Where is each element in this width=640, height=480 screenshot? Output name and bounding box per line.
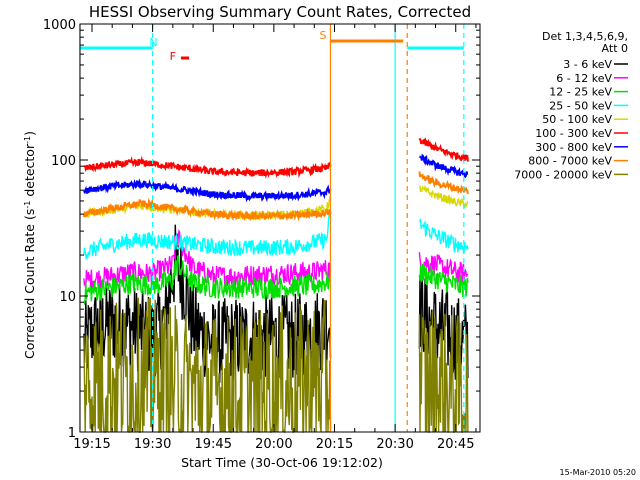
axes: 1 10 100 1000 19:15 19:30 19:45 20:00 20:15 20:30… [43,18,481,452]
series-300-800-segment-2 [419,153,469,179]
x-tick-label-2015: 20:15 [316,437,353,452]
x-tick-label-2045: 20:45 [437,437,474,452]
plot-frame [79,23,481,433]
flag-s-label: S [319,29,326,42]
series-800-7000-segment-2 [418,171,469,195]
series-300-800-segment-1 [83,178,332,203]
legend-label-4: 25 - 50 keV [549,99,612,112]
flag-f-label: F [170,50,176,63]
x-tick-label-1915: 19:15 [73,437,110,452]
y-tick-label-1000: 1000 [43,18,76,33]
series-12-25-segment-2 [418,263,469,298]
legend-label-5: 50 - 100 keV [542,113,612,126]
y-tick-label-1: 1 [68,426,76,441]
series-25-50-segment-2 [418,218,469,254]
y-axis-label-mid: detector [22,143,37,201]
x-tick-label-1930: 19:30 [134,437,171,452]
y-tick-label-10: 10 [59,290,76,305]
legend-label-1: 3 - 6 keV [563,58,612,71]
series-100-300-segment-1 [83,155,332,179]
legend-label-6: 100 - 300 keV [535,127,612,140]
series-25-50-segment-1 [83,212,332,260]
series-7000-20000-segment-2 [418,311,469,433]
date-stamp: 15-Mar-2010 05:20 [560,468,637,477]
x-axis-label: Start Time (30-Oct-06 19:12:02) [181,455,383,470]
chart-title: HESSI Observing Summary Count Rates, Cor… [89,3,471,21]
x-tick-label-1945: 19:45 [195,437,232,452]
legend-header-1: Det 1,3,4,5,6,9, [542,30,628,43]
y-axis-label: Corrected Count Rate (s-1 detector-1) [22,131,37,359]
x-tick-label-2030: 20:30 [376,437,413,452]
legend-header-2: Att 0 [602,42,628,55]
series-800-7000-segment-1 [82,197,332,222]
y-tick-label-100: 100 [51,154,76,169]
series-12-25-segment-1 [83,254,332,306]
flag-n-label: N [149,36,157,49]
y-axis-label-end: ) [22,131,37,136]
series-100-300-segment-2 [418,137,469,162]
legend-label-7: 300 - 800 keV [535,141,612,154]
y-axis-label-sup2: -1 [23,136,32,144]
y-axis-label-main: Corrected Count Rate (s [22,209,37,359]
series-50-100-segment-2 [418,184,469,208]
legend-label-8: 800 - 7000 keV [528,155,612,168]
x-tick-label-2000: 20:00 [255,437,292,452]
y-axis-label-sup1: -1 [23,201,32,209]
legend-label-2: 6 - 12 keV [556,72,612,85]
legend-label-3: 12 - 25 keV [549,86,612,99]
legend-label-9: 7000 - 20000 keV [514,168,612,181]
